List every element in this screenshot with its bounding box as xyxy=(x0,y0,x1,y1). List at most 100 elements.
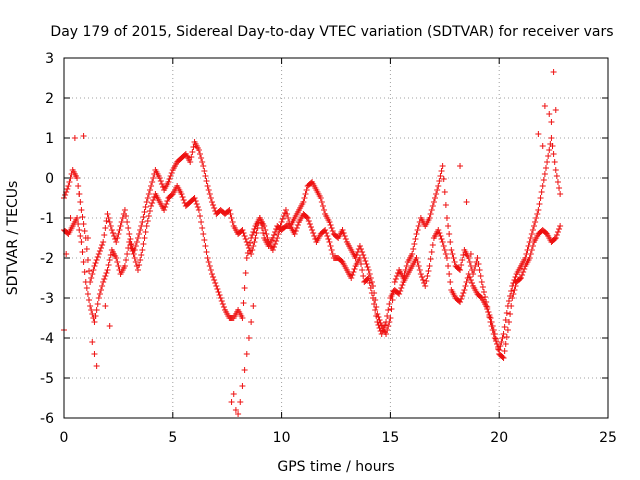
data-point xyxy=(521,266,528,272)
data-point xyxy=(502,341,509,347)
data-point xyxy=(200,163,207,169)
data-point xyxy=(77,199,84,205)
data-point xyxy=(237,399,244,405)
data-point xyxy=(349,272,356,278)
data-point xyxy=(480,289,487,295)
data-point xyxy=(148,183,155,189)
data-point xyxy=(248,251,255,257)
data-point xyxy=(365,275,372,281)
data-point xyxy=(79,249,86,255)
data-point xyxy=(123,213,130,219)
data-point xyxy=(476,267,483,273)
data-point xyxy=(427,256,434,262)
data-point xyxy=(139,219,146,225)
data-point xyxy=(165,179,172,185)
data-point xyxy=(124,251,131,257)
data-point xyxy=(129,248,136,254)
data-point xyxy=(139,247,146,253)
data-point xyxy=(367,285,374,291)
data-point xyxy=(489,323,496,329)
data-point xyxy=(141,209,148,215)
data-point xyxy=(189,149,196,155)
data-point xyxy=(410,246,417,252)
data-point xyxy=(418,274,425,280)
data-point xyxy=(557,191,564,197)
data-point xyxy=(82,279,89,285)
data-point xyxy=(137,257,144,263)
data-point xyxy=(539,143,546,149)
data-point xyxy=(371,301,378,307)
data-point xyxy=(420,277,427,283)
data-point xyxy=(77,233,84,239)
data-point xyxy=(93,363,100,369)
data-point xyxy=(388,306,395,312)
data-point xyxy=(241,285,248,291)
data-point xyxy=(156,175,163,181)
data-point xyxy=(197,213,203,219)
data-point xyxy=(211,277,218,283)
data-point xyxy=(412,236,419,242)
data-point xyxy=(471,267,478,273)
data-point xyxy=(239,315,246,321)
data-point xyxy=(204,183,211,189)
data-point xyxy=(527,235,534,241)
data-point xyxy=(439,239,446,245)
data-point xyxy=(204,255,211,261)
data-point xyxy=(392,276,399,282)
data-point xyxy=(429,203,436,209)
data-point xyxy=(416,267,423,273)
data-point xyxy=(96,291,103,297)
data-point xyxy=(106,323,113,329)
data-point xyxy=(197,151,203,157)
data-point xyxy=(207,195,214,201)
data-point xyxy=(520,269,527,275)
data-point xyxy=(386,301,393,307)
data-point xyxy=(134,267,141,273)
data-point xyxy=(383,319,390,325)
data-point xyxy=(92,313,99,319)
data-point xyxy=(95,251,102,257)
data-point xyxy=(118,219,125,225)
data-point xyxy=(250,229,257,235)
data-point xyxy=(486,312,493,318)
data-point xyxy=(527,251,534,257)
data-point xyxy=(340,230,347,236)
data-point xyxy=(211,205,218,211)
data-point xyxy=(535,131,542,137)
data-point xyxy=(140,214,147,220)
data-point xyxy=(399,282,406,288)
data-point xyxy=(102,273,109,279)
data-point xyxy=(510,291,517,297)
data-point xyxy=(301,195,308,201)
data-point xyxy=(194,204,201,210)
data-point xyxy=(256,215,263,221)
data-point xyxy=(533,215,540,221)
data-point xyxy=(81,269,88,275)
data-point xyxy=(248,235,255,241)
data-point xyxy=(218,298,225,304)
data-point xyxy=(210,274,217,280)
data-point xyxy=(245,245,252,251)
data-point xyxy=(291,231,298,237)
data-point xyxy=(329,251,336,257)
data-point xyxy=(445,263,452,269)
data-point xyxy=(438,168,445,174)
data-point xyxy=(528,231,535,237)
data-point xyxy=(104,267,111,273)
data-point xyxy=(91,319,98,325)
data-point xyxy=(362,258,369,264)
data-point xyxy=(65,183,72,189)
data-point xyxy=(536,201,543,207)
data-point xyxy=(164,198,171,204)
data-point xyxy=(499,354,506,360)
data-point xyxy=(553,232,560,238)
data-point xyxy=(259,225,266,231)
data-point xyxy=(492,336,499,342)
data-point xyxy=(516,276,523,282)
data-point xyxy=(228,215,235,221)
data-point xyxy=(323,230,330,236)
data-point xyxy=(76,191,83,197)
data-point xyxy=(138,252,145,258)
data-point xyxy=(115,231,122,237)
data-point xyxy=(363,261,370,267)
